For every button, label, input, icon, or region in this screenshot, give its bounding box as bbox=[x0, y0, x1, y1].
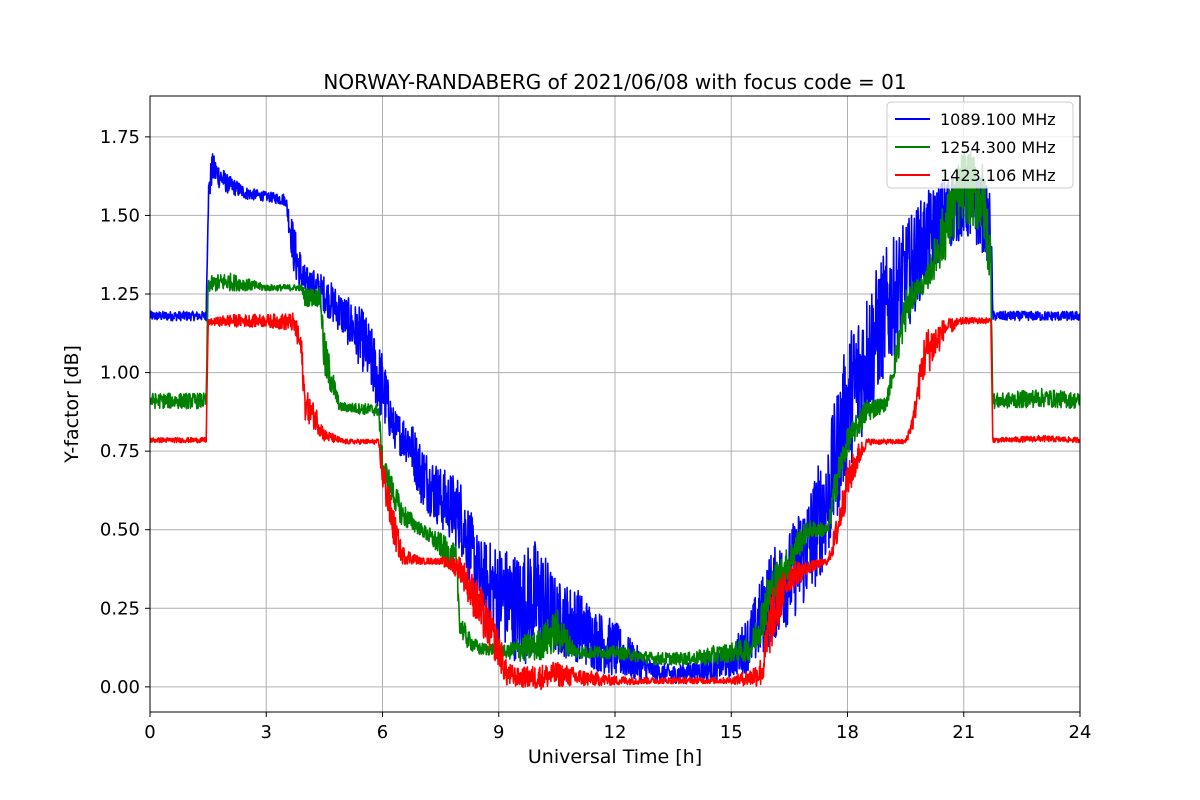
x-tick-label: 3 bbox=[261, 722, 272, 743]
y-tick-label: 1.00 bbox=[100, 363, 140, 384]
legend-box bbox=[886, 101, 1074, 189]
x-tick-label: 21 bbox=[952, 722, 975, 743]
x-tick-label: 9 bbox=[493, 722, 504, 743]
y-tick-label: 0.25 bbox=[100, 598, 140, 619]
x-axis-label: Universal Time [h] bbox=[528, 746, 702, 768]
y-tick-label: 1.75 bbox=[100, 127, 140, 148]
x-tick-label: 18 bbox=[836, 722, 859, 743]
x-tick-label: 24 bbox=[1069, 722, 1092, 743]
x-tick-label: 15 bbox=[720, 722, 743, 743]
legend-label: 1254.300 MHz bbox=[940, 138, 1056, 157]
legend-label: 1423.106 MHz bbox=[940, 166, 1056, 185]
series-layer bbox=[150, 151, 1080, 691]
series-line-1 bbox=[150, 153, 1080, 684]
legend-label: 1089.100 MHz bbox=[940, 110, 1056, 129]
y-tick-label: 0.75 bbox=[100, 441, 140, 462]
y-tick-label: 0.50 bbox=[100, 520, 140, 541]
y-tick-label: 1.50 bbox=[100, 205, 140, 226]
y-axis-ticks: 0.00 0.25 0.50 0.75 1.00 1.25 1.50 1.75 bbox=[100, 127, 150, 698]
x-tick-label: 0 bbox=[144, 722, 155, 743]
y-tick-label: 1.25 bbox=[100, 284, 140, 305]
chart-title: NORWAY-RANDABERG of 2021/06/08 with focu… bbox=[323, 70, 906, 94]
series-line-2 bbox=[150, 151, 1080, 666]
y-axis-label: Y-factor [dB] bbox=[61, 345, 83, 464]
x-tick-label: 12 bbox=[604, 722, 627, 743]
x-tick-label: 6 bbox=[377, 722, 388, 743]
legend: 1089.100 MHz 1254.300 MHz 1423.106 MHz bbox=[886, 101, 1074, 189]
y-tick-label: 0.00 bbox=[100, 677, 140, 698]
series-line-3 bbox=[150, 312, 1080, 691]
x-axis-ticks: 0 3 6 9 12 15 18 21 24 bbox=[144, 712, 1091, 743]
